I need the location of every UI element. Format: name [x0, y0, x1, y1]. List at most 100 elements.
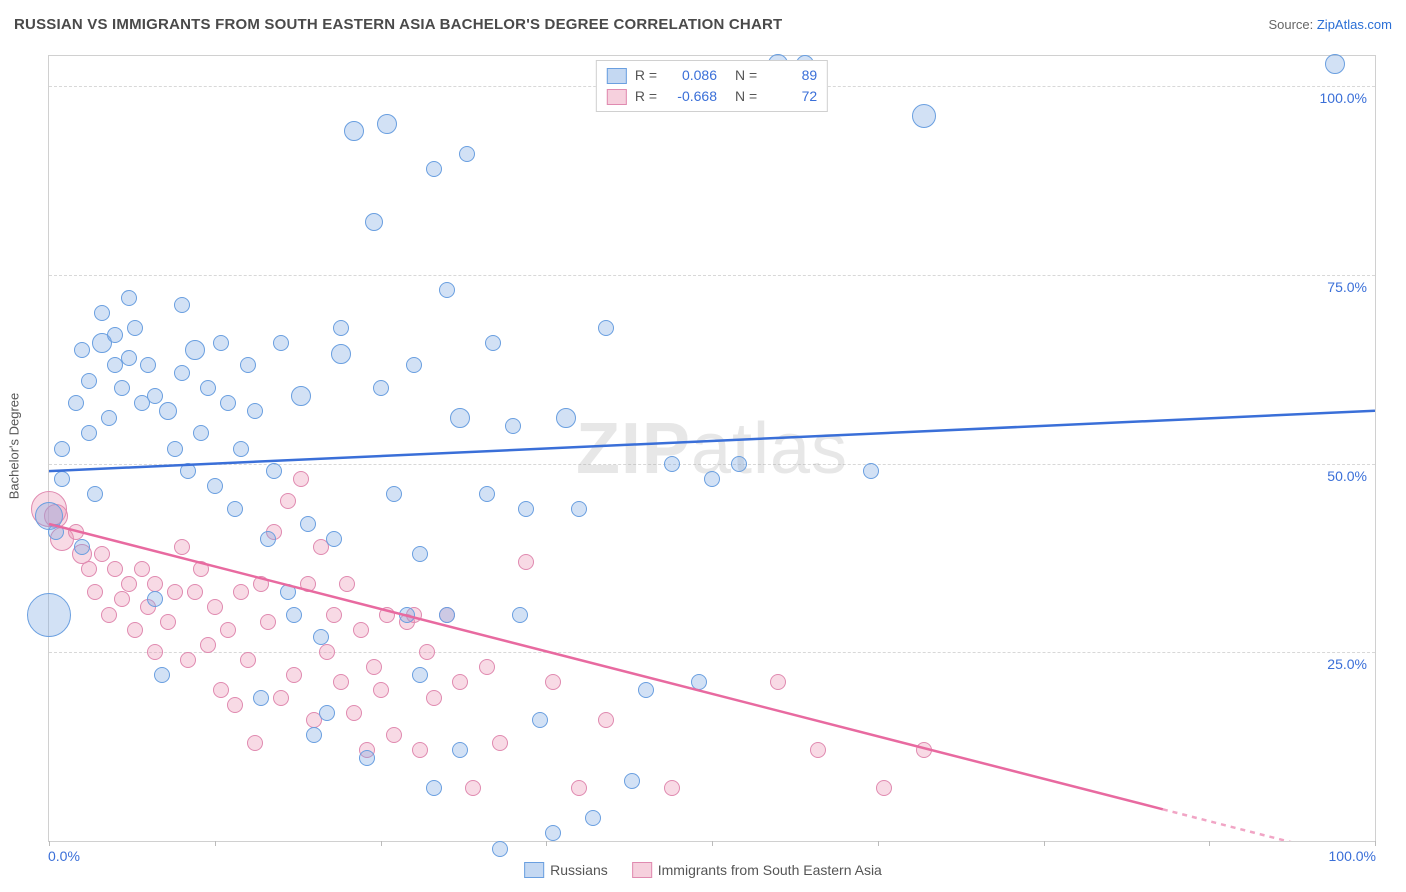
data-point: [326, 607, 342, 623]
data-point: [406, 357, 422, 373]
data-point: [664, 780, 680, 796]
data-point: [426, 161, 442, 177]
data-point: [319, 705, 335, 721]
data-point: [107, 327, 123, 343]
data-point: [518, 554, 534, 570]
n-label: N =: [735, 65, 757, 86]
x-tick: [1375, 841, 1376, 846]
y-tick-label: 75.0%: [1327, 279, 1367, 295]
r-value: -0.668: [665, 86, 717, 107]
legend-swatch-a: [524, 862, 544, 878]
n-label: N =: [735, 86, 757, 107]
x-tick: [215, 841, 216, 846]
data-point: [121, 290, 137, 306]
data-point: [81, 425, 97, 441]
x-tick: [49, 841, 50, 846]
legend-stat-row: R =-0.668N =72: [607, 86, 817, 107]
data-point: [94, 546, 110, 562]
r-label: R =: [635, 86, 657, 107]
data-point: [863, 463, 879, 479]
data-point: [233, 441, 249, 457]
data-point: [492, 735, 508, 751]
data-point: [207, 599, 223, 615]
data-point: [492, 841, 508, 857]
data-point: [452, 742, 468, 758]
data-point: [664, 456, 680, 472]
legend-stat-row: R = 0.086 N = 89: [607, 65, 817, 86]
data-point: [213, 682, 229, 698]
data-point: [48, 524, 64, 540]
y-tick-label: 50.0%: [1327, 468, 1367, 484]
data-point: [286, 667, 302, 683]
data-point: [74, 342, 90, 358]
data-point: [147, 591, 163, 607]
legend-item-russians: Russians: [524, 862, 608, 878]
data-point: [518, 501, 534, 517]
data-point: [174, 297, 190, 313]
data-point: [339, 576, 355, 592]
data-point: [247, 735, 263, 751]
data-point: [101, 410, 117, 426]
data-point: [140, 357, 156, 373]
data-point: [167, 584, 183, 600]
data-point: [313, 629, 329, 645]
data-point: [68, 524, 84, 540]
data-point: [247, 403, 263, 419]
data-point: [273, 335, 289, 351]
data-point: [439, 607, 455, 623]
r-label: R =: [635, 65, 657, 86]
x-tick: [1209, 841, 1210, 846]
data-point: [810, 742, 826, 758]
data-point: [240, 357, 256, 373]
data-point: [691, 674, 707, 690]
data-point: [366, 659, 382, 675]
data-point: [704, 471, 720, 487]
data-point: [373, 682, 389, 698]
data-point: [159, 402, 177, 420]
data-point: [624, 773, 640, 789]
chart-title: RUSSIAN VS IMMIGRANTS FROM SOUTH EASTERN…: [14, 16, 782, 33]
data-point: [81, 373, 97, 389]
data-point: [207, 478, 223, 494]
legend-swatch-b: [632, 862, 652, 878]
data-point: [300, 516, 316, 532]
y-tick-label: 25.0%: [1327, 656, 1367, 672]
data-point: [101, 607, 117, 623]
data-point: [147, 388, 163, 404]
data-point: [220, 395, 236, 411]
data-point: [306, 727, 322, 743]
data-point: [412, 667, 428, 683]
data-point: [598, 712, 614, 728]
x-axis-max-label: 100.0%: [1329, 848, 1376, 864]
source-link[interactable]: ZipAtlas.com: [1317, 17, 1392, 32]
data-point: [134, 561, 150, 577]
data-point: [571, 501, 587, 517]
r-value: 0.086: [665, 65, 717, 86]
data-point: [266, 463, 282, 479]
data-point: [505, 418, 521, 434]
data-point: [333, 320, 349, 336]
data-point: [545, 674, 561, 690]
data-point: [359, 750, 375, 766]
data-point: [465, 780, 481, 796]
data-point: [386, 486, 402, 502]
data-point: [273, 690, 289, 706]
n-value: 89: [765, 65, 817, 86]
legend-item-immigrants: Immigrants from South Eastern Asia: [632, 862, 882, 878]
data-point: [638, 682, 654, 698]
data-point: [193, 561, 209, 577]
data-point: [373, 380, 389, 396]
data-point: [545, 825, 561, 841]
data-point: [479, 486, 495, 502]
data-point: [240, 652, 256, 668]
plot-area: ZIPatlas R =0.086N =89R =-0.668N =72 25.…: [49, 56, 1375, 841]
data-point: [200, 380, 216, 396]
data-point: [300, 576, 316, 592]
data-point: [220, 622, 236, 638]
legend-label-b: Immigrants from South Eastern Asia: [658, 862, 882, 878]
data-point: [253, 690, 269, 706]
data-point: [107, 561, 123, 577]
data-point: [160, 614, 176, 630]
data-point: [174, 365, 190, 381]
data-point: [459, 146, 475, 162]
